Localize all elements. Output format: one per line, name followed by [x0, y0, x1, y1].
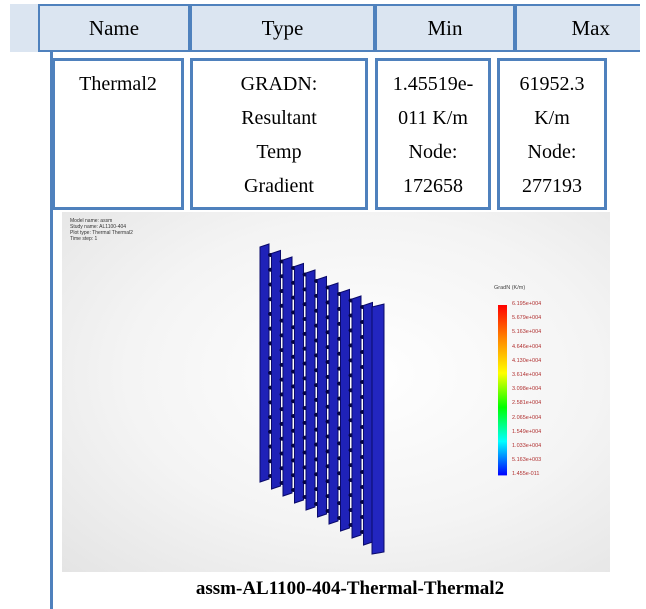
legend-title: GradN (K/m) [494, 285, 525, 291]
fin [260, 244, 269, 482]
legend-label: 3.614e+004 [512, 372, 541, 378]
header-cell: Type [190, 4, 375, 52]
cell-line: Thermal2 [55, 67, 181, 101]
base-plate [372, 304, 384, 554]
fin [318, 277, 327, 518]
cell-line: 011 K/m [378, 101, 488, 135]
legend-label: 4.130e+004 [512, 358, 541, 364]
legend-label: 5.679e+004 [512, 315, 541, 321]
legend-label: 2.581e+004 [512, 400, 541, 406]
legend-label: 4.646e+004 [512, 344, 541, 350]
fin [341, 290, 350, 532]
cell-line: Gradient [193, 169, 365, 203]
cell-line: K/m [500, 101, 604, 135]
cell-line: 172658 [378, 169, 488, 203]
cell-line: 277193 [500, 169, 604, 203]
header-cell: Min [375, 4, 515, 52]
legend-label: 6.195e+004 [512, 301, 541, 307]
caption: assm-AL1100-404-Thermal-Thermal2 [62, 578, 638, 600]
legend-label: 1.549e+004 [512, 429, 541, 435]
fin [329, 283, 338, 524]
cell-line: Resultant [193, 101, 365, 135]
fin [295, 264, 304, 504]
legend-label: 5.163e+003 [512, 457, 541, 463]
header-cell: Max [515, 4, 640, 52]
fin [272, 251, 281, 490]
fin [352, 296, 361, 538]
legend-label: 2.065e+004 [512, 415, 541, 421]
colorbar [498, 305, 507, 475]
legend-label: 3.098e+004 [512, 386, 541, 392]
fin [283, 257, 292, 496]
fin [306, 270, 315, 510]
cell-line: Node: [378, 135, 488, 169]
page: Name Type Min Max Thermal2 GRADN:Resultan… [0, 0, 646, 609]
header-cell: Name [38, 4, 190, 52]
cell-line: Temp [193, 135, 365, 169]
info-line: Time step: 1 [70, 236, 133, 242]
cell-line: 1.45519e- [378, 67, 488, 101]
legend-label: 1.033e+004 [512, 443, 541, 449]
cell-line: Node: [500, 135, 604, 169]
legend-label: 5.163e+004 [512, 329, 541, 335]
legend-label: 1.455e-011 [512, 471, 539, 477]
cell-line: 61952.3 [500, 67, 604, 101]
fin [364, 303, 373, 546]
cell-line: GRADN: [193, 67, 365, 101]
table-cell: Thermal2 [52, 58, 184, 210]
